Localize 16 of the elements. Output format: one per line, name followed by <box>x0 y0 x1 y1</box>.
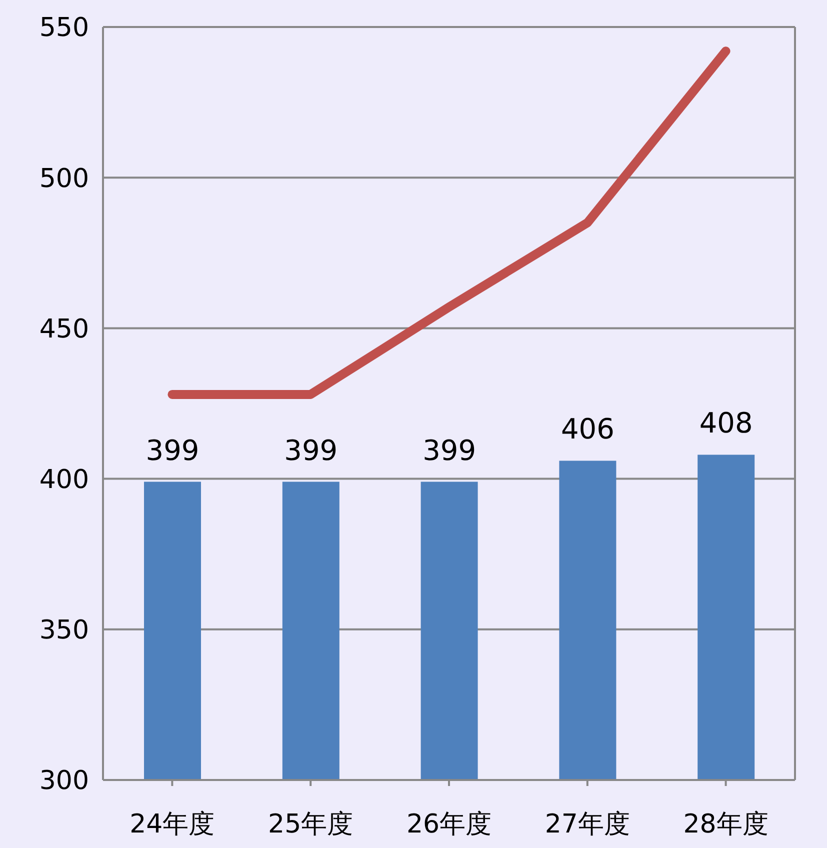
x-tick-label: 26年度 <box>406 809 492 840</box>
data-label: 408 <box>699 406 753 440</box>
data-label: 399 <box>146 434 200 467</box>
data-label: 399 <box>422 434 476 467</box>
y-tick-label: 550 <box>39 13 89 44</box>
y-tick-label: 450 <box>39 314 89 344</box>
x-tick-label: 28年度 <box>683 809 768 840</box>
x-tick-label: 24年度 <box>130 809 215 840</box>
y-tick-label: 400 <box>39 465 89 496</box>
x-tick-label: 25年度 <box>268 809 354 840</box>
y-tick-label: 500 <box>39 164 89 194</box>
data-label: 406 <box>560 412 614 446</box>
y-tick-label: 300 <box>39 766 89 796</box>
data-label: 399 <box>284 434 338 467</box>
y-tick-label: 350 <box>39 616 89 646</box>
x-tick-label: 27年度 <box>544 809 630 840</box>
